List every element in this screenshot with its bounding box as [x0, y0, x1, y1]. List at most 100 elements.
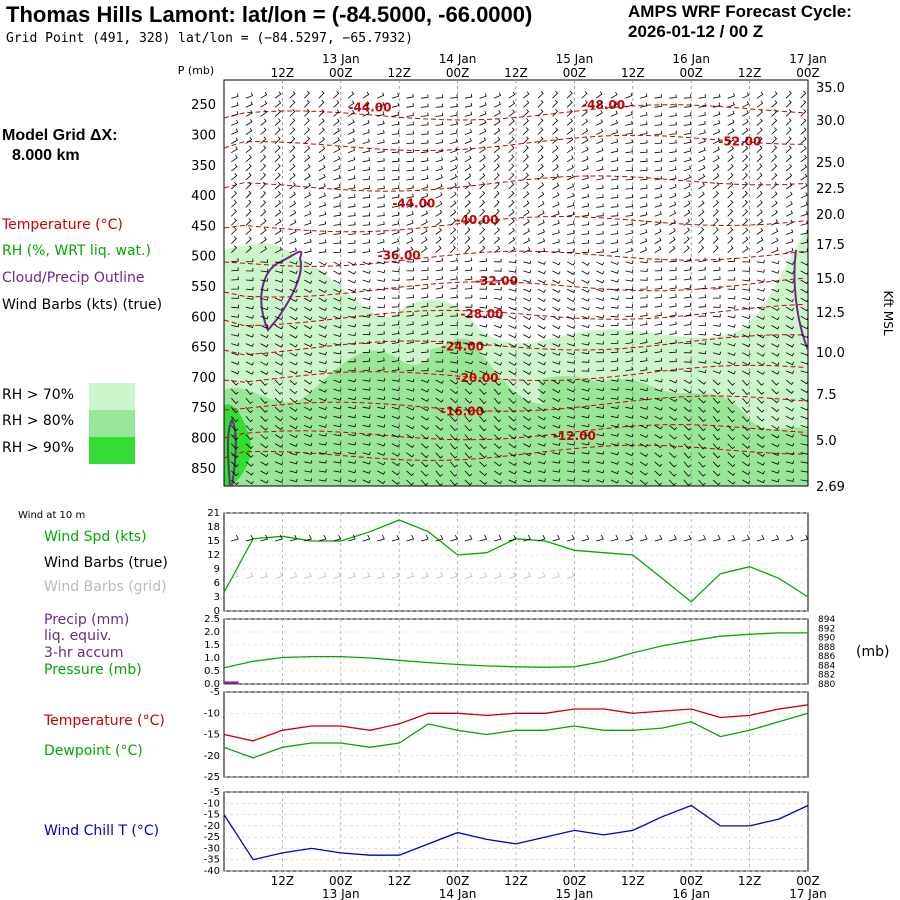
top-time-tick-label: 00Z — [563, 66, 587, 80]
wind-barb — [318, 460, 327, 464]
wind-barb-stroke — [406, 378, 415, 383]
wind10m-barb-grid — [304, 572, 312, 579]
wind-barb — [231, 119, 239, 126]
wind-barb-stroke — [523, 172, 529, 181]
wind-barb-stroke — [771, 434, 780, 439]
wind-barb — [640, 321, 648, 326]
wind-barb — [391, 396, 400, 401]
wind-barb-stroke — [274, 434, 283, 439]
wind-barb — [377, 157, 385, 163]
wind-barb-stroke — [479, 406, 487, 414]
wind-barb — [435, 139, 444, 144]
wind-barb — [275, 260, 283, 264]
wind-barb — [493, 163, 500, 172]
wind-barb-stroke — [464, 351, 473, 355]
wind-barb — [654, 258, 663, 263]
wind-barb-stroke — [800, 424, 809, 429]
wind-barb-stroke — [698, 156, 706, 163]
wind-barb-stroke — [245, 245, 252, 254]
wind-barb — [610, 414, 619, 419]
wind-barb-stroke — [566, 379, 576, 384]
wind-barb — [304, 425, 313, 429]
wind-barb — [406, 237, 414, 244]
wind-barb-stroke — [756, 227, 764, 235]
wind-barb-stroke — [289, 397, 298, 403]
wind-barb — [523, 269, 532, 274]
wind-barb-stroke — [406, 93, 414, 99]
wind-barb-stroke — [450, 173, 458, 181]
wind-barb-stroke — [523, 315, 532, 321]
wind-barb — [742, 325, 751, 329]
wind-barb — [669, 175, 677, 181]
isotherm-label: -52.00 — [718, 134, 761, 148]
wind-barb-stroke — [698, 120, 706, 126]
wind-barb-stroke — [800, 288, 809, 294]
wind-barb-stroke — [231, 227, 237, 235]
wind-barb-stroke — [727, 479, 736, 485]
wind-barb-stroke — [231, 323, 240, 328]
wind-barb-stroke — [683, 452, 692, 459]
wind-barb-stroke — [391, 268, 400, 273]
wind-barb — [318, 315, 327, 321]
wind-barb-stroke — [333, 450, 342, 455]
wind-barb-stroke — [435, 425, 444, 431]
wind-barb — [654, 406, 663, 411]
wind-barb — [260, 434, 269, 440]
wind-barb-stroke — [289, 379, 298, 386]
wind-barb-stroke — [274, 352, 284, 357]
wind-barb — [566, 334, 576, 338]
wind-barb — [552, 145, 559, 154]
wind-barb — [231, 388, 239, 395]
wind-barb-stroke — [552, 145, 559, 154]
isotherm-line — [223, 104, 805, 121]
isotherm-line — [223, 303, 805, 327]
wind-barb-stroke — [260, 154, 267, 163]
wind-barb-stroke — [800, 270, 809, 275]
wind-barb-stroke — [289, 191, 296, 199]
wind-barb — [304, 442, 313, 447]
wind-barb — [698, 425, 706, 432]
wind-barb — [610, 248, 619, 254]
wind-barb-stroke — [406, 285, 414, 290]
wind-barb-stroke — [742, 227, 749, 235]
wind-barb — [435, 359, 444, 363]
wind-barb — [245, 154, 252, 163]
wind-barb-stroke — [698, 173, 706, 181]
wind-barb — [640, 268, 648, 272]
wind-barb — [245, 470, 254, 476]
wind-barb-stroke — [421, 157, 429, 163]
wind-barb-stroke — [479, 324, 488, 328]
wind-barb — [479, 163, 486, 172]
wind-barb-stroke — [610, 230, 619, 235]
wind-barb — [639, 461, 648, 467]
windchill-y-tick-label: -40 — [204, 866, 220, 877]
wind-barb — [450, 322, 458, 326]
wind-barb-stroke — [318, 478, 327, 482]
wind-barb — [231, 181, 238, 190]
wind-barb-stroke — [683, 227, 690, 235]
wind-barb — [391, 148, 400, 154]
wind-barb — [406, 158, 414, 163]
wind-barb — [304, 388, 313, 394]
wind-barb — [450, 182, 457, 190]
wind-barb-stroke — [391, 434, 400, 438]
wind-barb — [493, 452, 502, 458]
wind-barb-stroke — [596, 414, 605, 418]
wind-barb — [289, 443, 298, 447]
wind-barb — [537, 173, 544, 181]
wind-barb — [683, 340, 692, 344]
wind-barb-stroke — [800, 173, 808, 181]
wind-barb-stroke — [377, 304, 385, 309]
legend-wind-barbs-grid: Wind Barbs (grid) — [44, 579, 167, 595]
wind-barb — [348, 396, 356, 401]
wind-barb — [362, 261, 371, 266]
wind-barb — [508, 315, 517, 320]
height-tick-label: 20.0 — [816, 208, 845, 223]
wind-barb-stroke — [245, 425, 254, 432]
wind-barb-stroke — [669, 267, 677, 272]
wind-barb-stroke — [669, 312, 677, 317]
wind-barb-stroke — [756, 397, 765, 404]
wind-barb-stroke — [537, 469, 546, 474]
wind-barb-stroke — [537, 163, 544, 172]
wind-barb-stroke — [800, 297, 809, 303]
